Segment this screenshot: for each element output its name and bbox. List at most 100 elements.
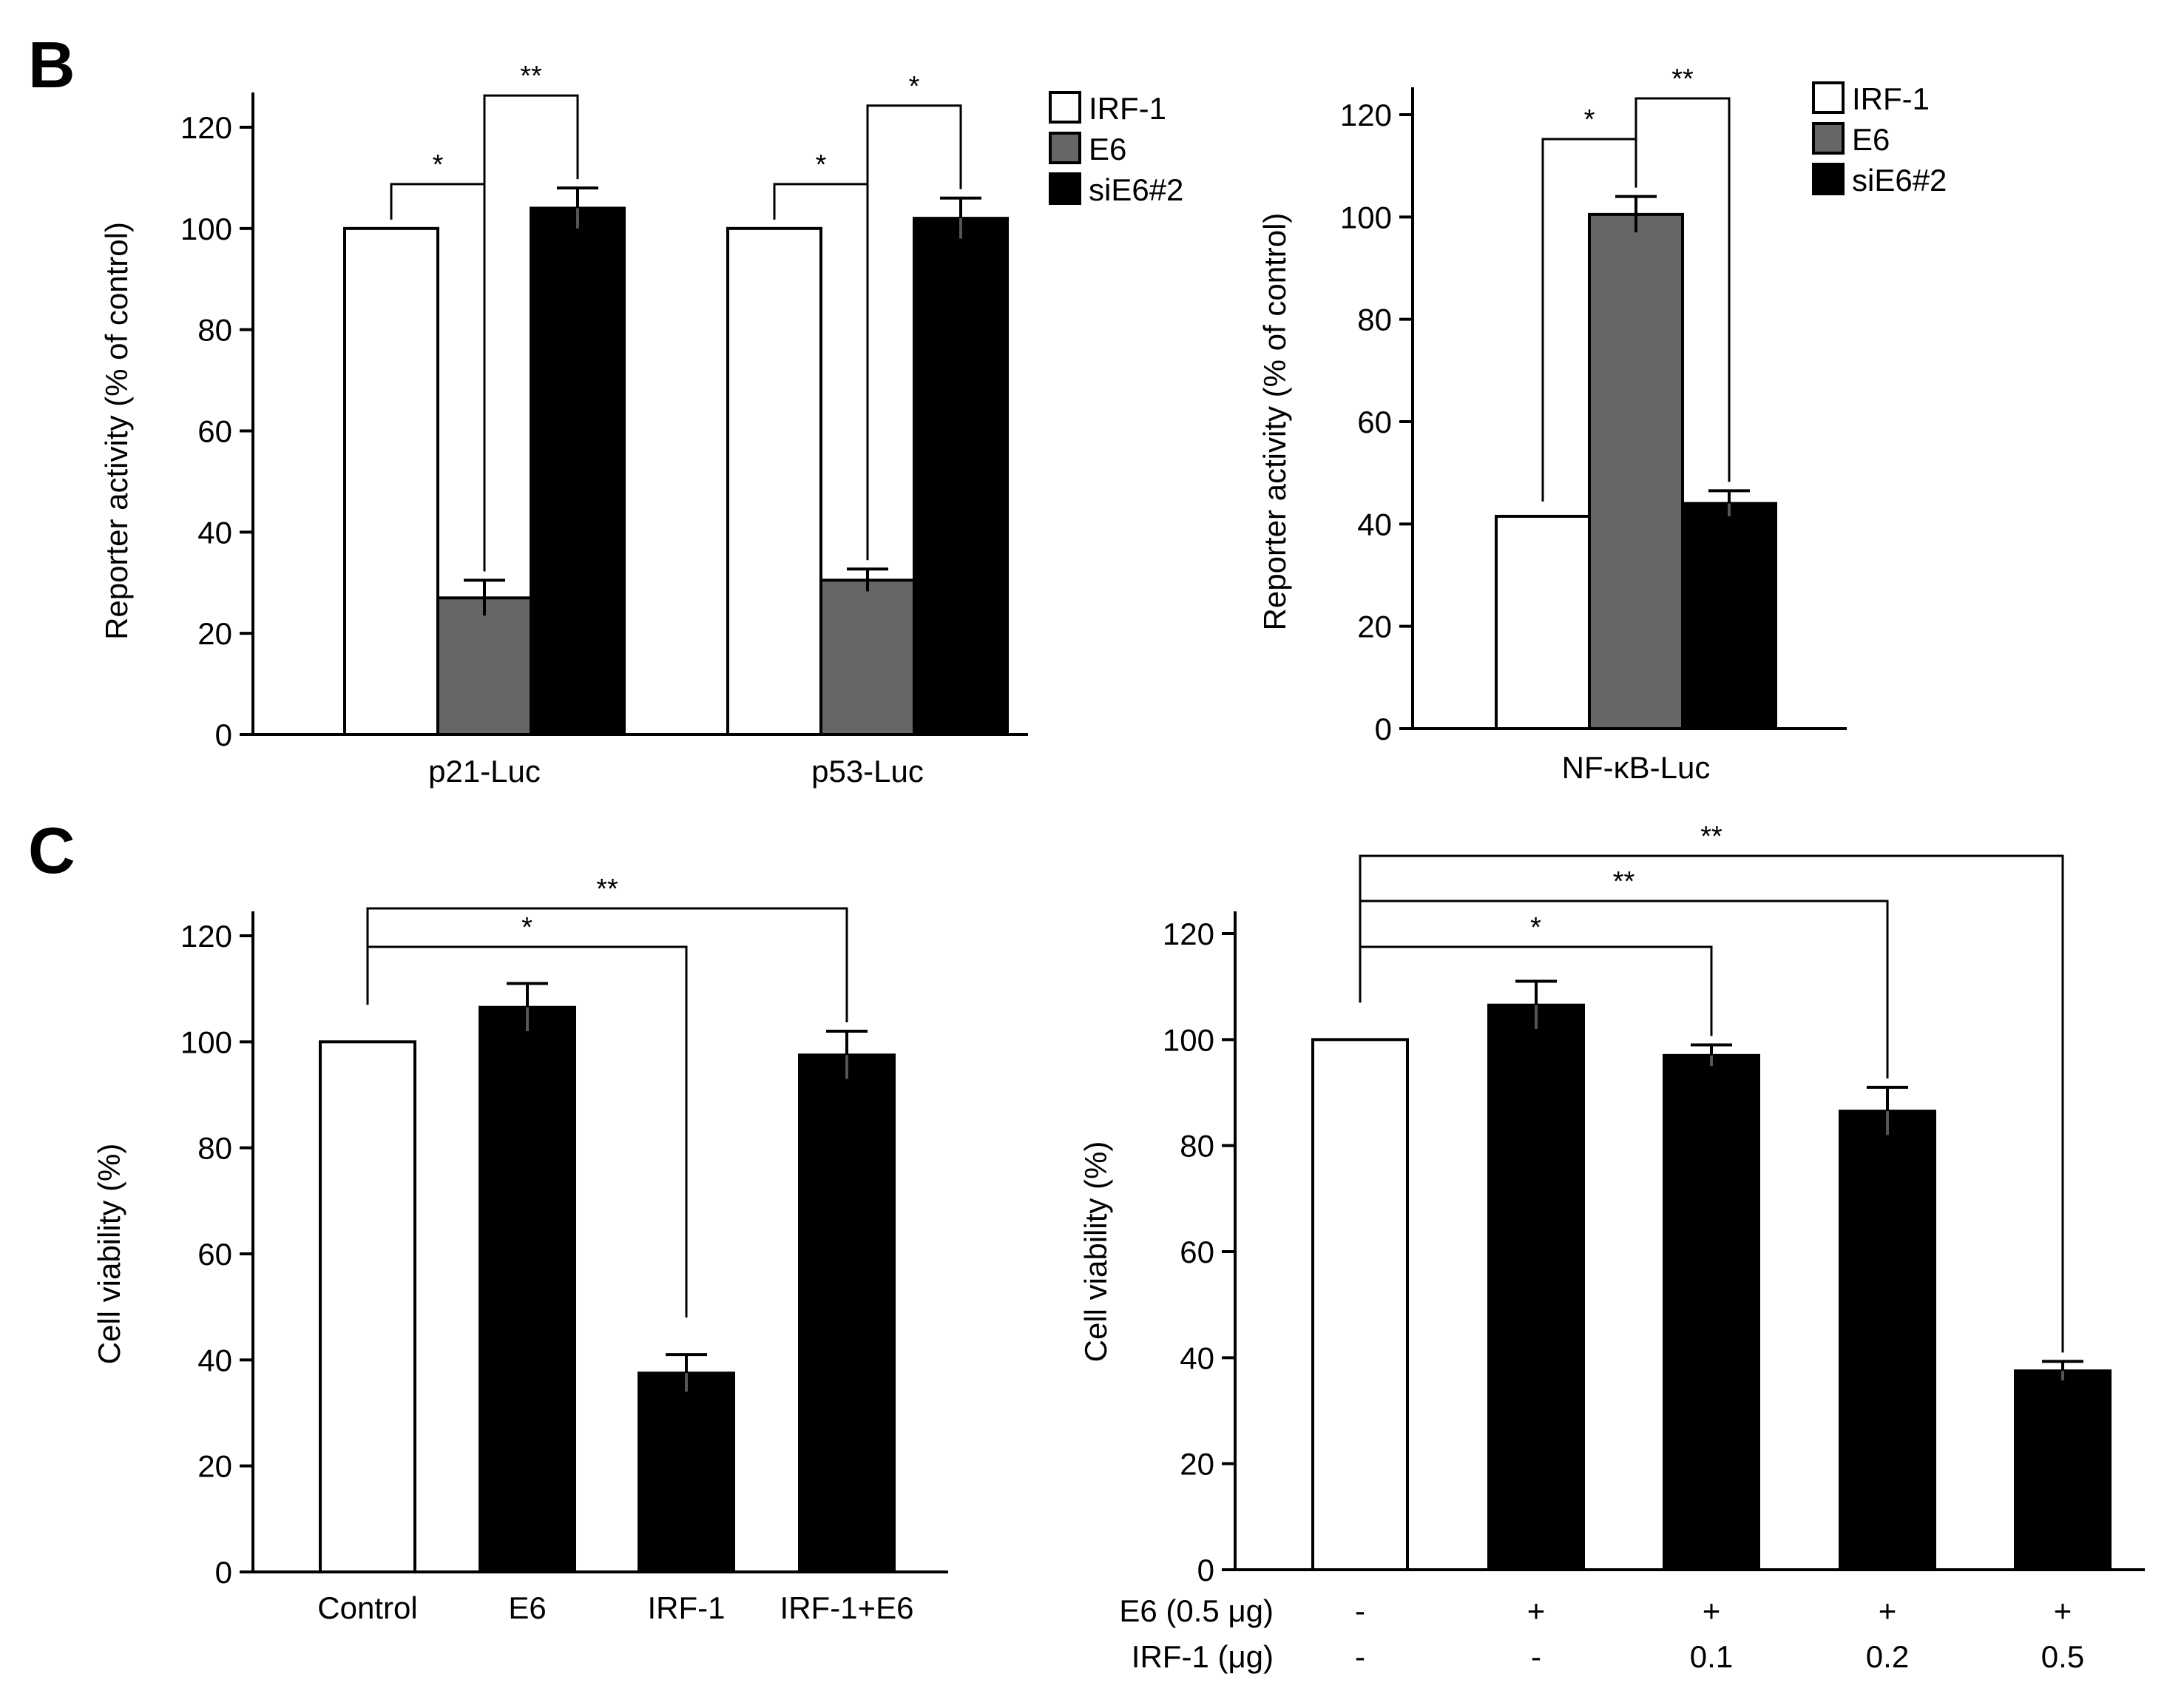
y-axis-label: Cell viability (%) [92, 1144, 126, 1365]
x-irf1-row-value: - [1531, 1639, 1541, 1674]
legend-swatch [1812, 122, 1845, 155]
legend-label: IRF-1 [1852, 81, 1930, 116]
legend-label: siE6#2 [1089, 172, 1183, 207]
y-tick-label: 120 [180, 110, 232, 145]
bar-condition-3 [1663, 1053, 1760, 1572]
significance-bracket [483, 94, 579, 184]
y-tick-label: 120 [180, 919, 232, 954]
bar-condition-5 [2014, 1369, 2112, 1571]
x-category-label: NF-κB-Luc [1562, 750, 1711, 785]
bar-e6 [436, 596, 533, 737]
y-tick-label: 100 [180, 212, 232, 246]
y-tick-label: 40 [197, 1343, 232, 1377]
y-tick-label: 0 [1375, 712, 1392, 746]
significance-bracket [1359, 945, 1713, 1036]
y-tick-label: 60 [1180, 1235, 1214, 1269]
bar-condition-2 [1487, 1003, 1585, 1571]
x-category-label: IRF-1 [648, 1590, 726, 1625]
significance-bracket [366, 907, 848, 1022]
panel-label-c: C [28, 814, 75, 887]
bar-sie6-2 [1681, 502, 1777, 731]
x-e6-row-value: + [1703, 1593, 1721, 1628]
y-tick-label: 60 [197, 414, 232, 449]
y-tick-label: 20 [197, 1449, 232, 1484]
y-tick-label: 80 [197, 1131, 232, 1166]
y-tick-label: 0 [215, 1555, 232, 1590]
significance-label: * [433, 149, 444, 180]
x-irf1-row-value: 0.5 [2041, 1639, 2084, 1674]
legend-label: E6 [1089, 132, 1126, 166]
panel-label-b: B [28, 28, 75, 101]
x-e6-row-value: + [2054, 1593, 2072, 1628]
significance-bracket [1359, 900, 1889, 1079]
significance-bracket [1634, 97, 1731, 482]
y-axis-label: Reporter activity (% of control) [99, 222, 134, 640]
significance-label: * [816, 149, 827, 180]
row-label-e6: E6 (0.5 μg) [1119, 1593, 1274, 1628]
significance-bracket [1541, 138, 1637, 502]
bar-irf-1 [638, 1371, 735, 1573]
x-e6-row-value: + [1879, 1593, 1897, 1628]
bar-e6 [819, 578, 916, 736]
significance-label: * [909, 71, 920, 102]
x-category-label: E6 [508, 1590, 546, 1625]
y-tick-label: 80 [197, 313, 232, 348]
significance-label: ** [520, 61, 542, 92]
significance-bracket [390, 183, 486, 572]
x-category-label: Control [317, 1590, 417, 1625]
legend-swatch [1812, 163, 1845, 195]
y-axis-label: Reporter activity (% of control) [1257, 213, 1292, 631]
x-irf1-row-value: 0.1 [1690, 1639, 1733, 1674]
y-tick-label: 100 [1163, 1022, 1214, 1057]
bar-irf-1 [343, 226, 439, 737]
significance-label: ** [596, 874, 618, 905]
bar-condition-4 [1839, 1110, 1936, 1572]
legend-swatch [1049, 91, 1081, 124]
x-category-label: IRF-1+E6 [780, 1590, 914, 1625]
significance-label: ** [1613, 866, 1635, 897]
x-e6-row-value: + [1527, 1593, 1546, 1628]
y-tick-label: 40 [197, 515, 232, 550]
x-category-label: p21-Luc [428, 754, 541, 789]
significance-bracket [1359, 854, 2064, 1353]
significance-bracket [773, 183, 869, 561]
bar-irf-1-e6 [798, 1053, 896, 1573]
significance-label: * [1530, 912, 1541, 943]
y-tick-label: 120 [1163, 917, 1214, 951]
y-tick-label: 20 [197, 616, 232, 651]
y-tick-label: 40 [1357, 507, 1392, 541]
x-category-label: p53-Luc [811, 754, 924, 789]
significance-label: * [521, 912, 533, 943]
chart-reporter-nfkb: 0 20 40 60 80 100 120 Reporter activity (% of c… [1257, 64, 1947, 785]
legend-swatch [1049, 172, 1081, 205]
y-axis-label: Cell viability (%) [1078, 1141, 1113, 1363]
significance-bracket [866, 104, 962, 189]
significance-label: ** [1671, 64, 1694, 95]
y-tick-label: 80 [1357, 303, 1392, 337]
y-tick-label: 20 [1180, 1447, 1214, 1482]
significance-label: ** [1700, 821, 1722, 852]
y-tick-label: 80 [1180, 1129, 1214, 1164]
y-tick-label: 40 [1180, 1340, 1214, 1375]
significance-bracket [366, 945, 688, 1317]
y-tick-label: 60 [1357, 405, 1392, 439]
legend-label: siE6#2 [1852, 163, 1947, 198]
x-irf1-row-value: 0.2 [1866, 1639, 1909, 1674]
bar-control [319, 1040, 416, 1574]
chart-reporter-p21-p53: 0 20 40 60 80 100 120 Reporter activity (% of c… [99, 61, 1183, 789]
chart-cell-viability-treatments: 0 20 40 60 80 100 120 Cell viability (%) Control… [92, 874, 948, 1625]
y-tick-label: 0 [215, 718, 232, 752]
bar-condition-1 [1311, 1038, 1409, 1572]
x-irf1-row-value: - [1355, 1639, 1365, 1674]
bar-sie6-2 [530, 206, 626, 736]
y-tick-label: 100 [180, 1025, 232, 1059]
row-label-irf1: IRF-1 (μg) [1132, 1639, 1274, 1674]
y-tick-label: 100 [1340, 200, 1392, 234]
legend-label: E6 [1852, 122, 1890, 157]
bar-irf-1 [726, 226, 822, 737]
y-tick-label: 20 [1357, 610, 1392, 644]
x-e6-row-value: - [1355, 1593, 1365, 1628]
y-tick-label: 60 [197, 1237, 232, 1272]
chart-cell-viability-dose: 0 20 40 60 80 100 120 Cell viability (%) - - + - +0.… [1078, 821, 2145, 1674]
